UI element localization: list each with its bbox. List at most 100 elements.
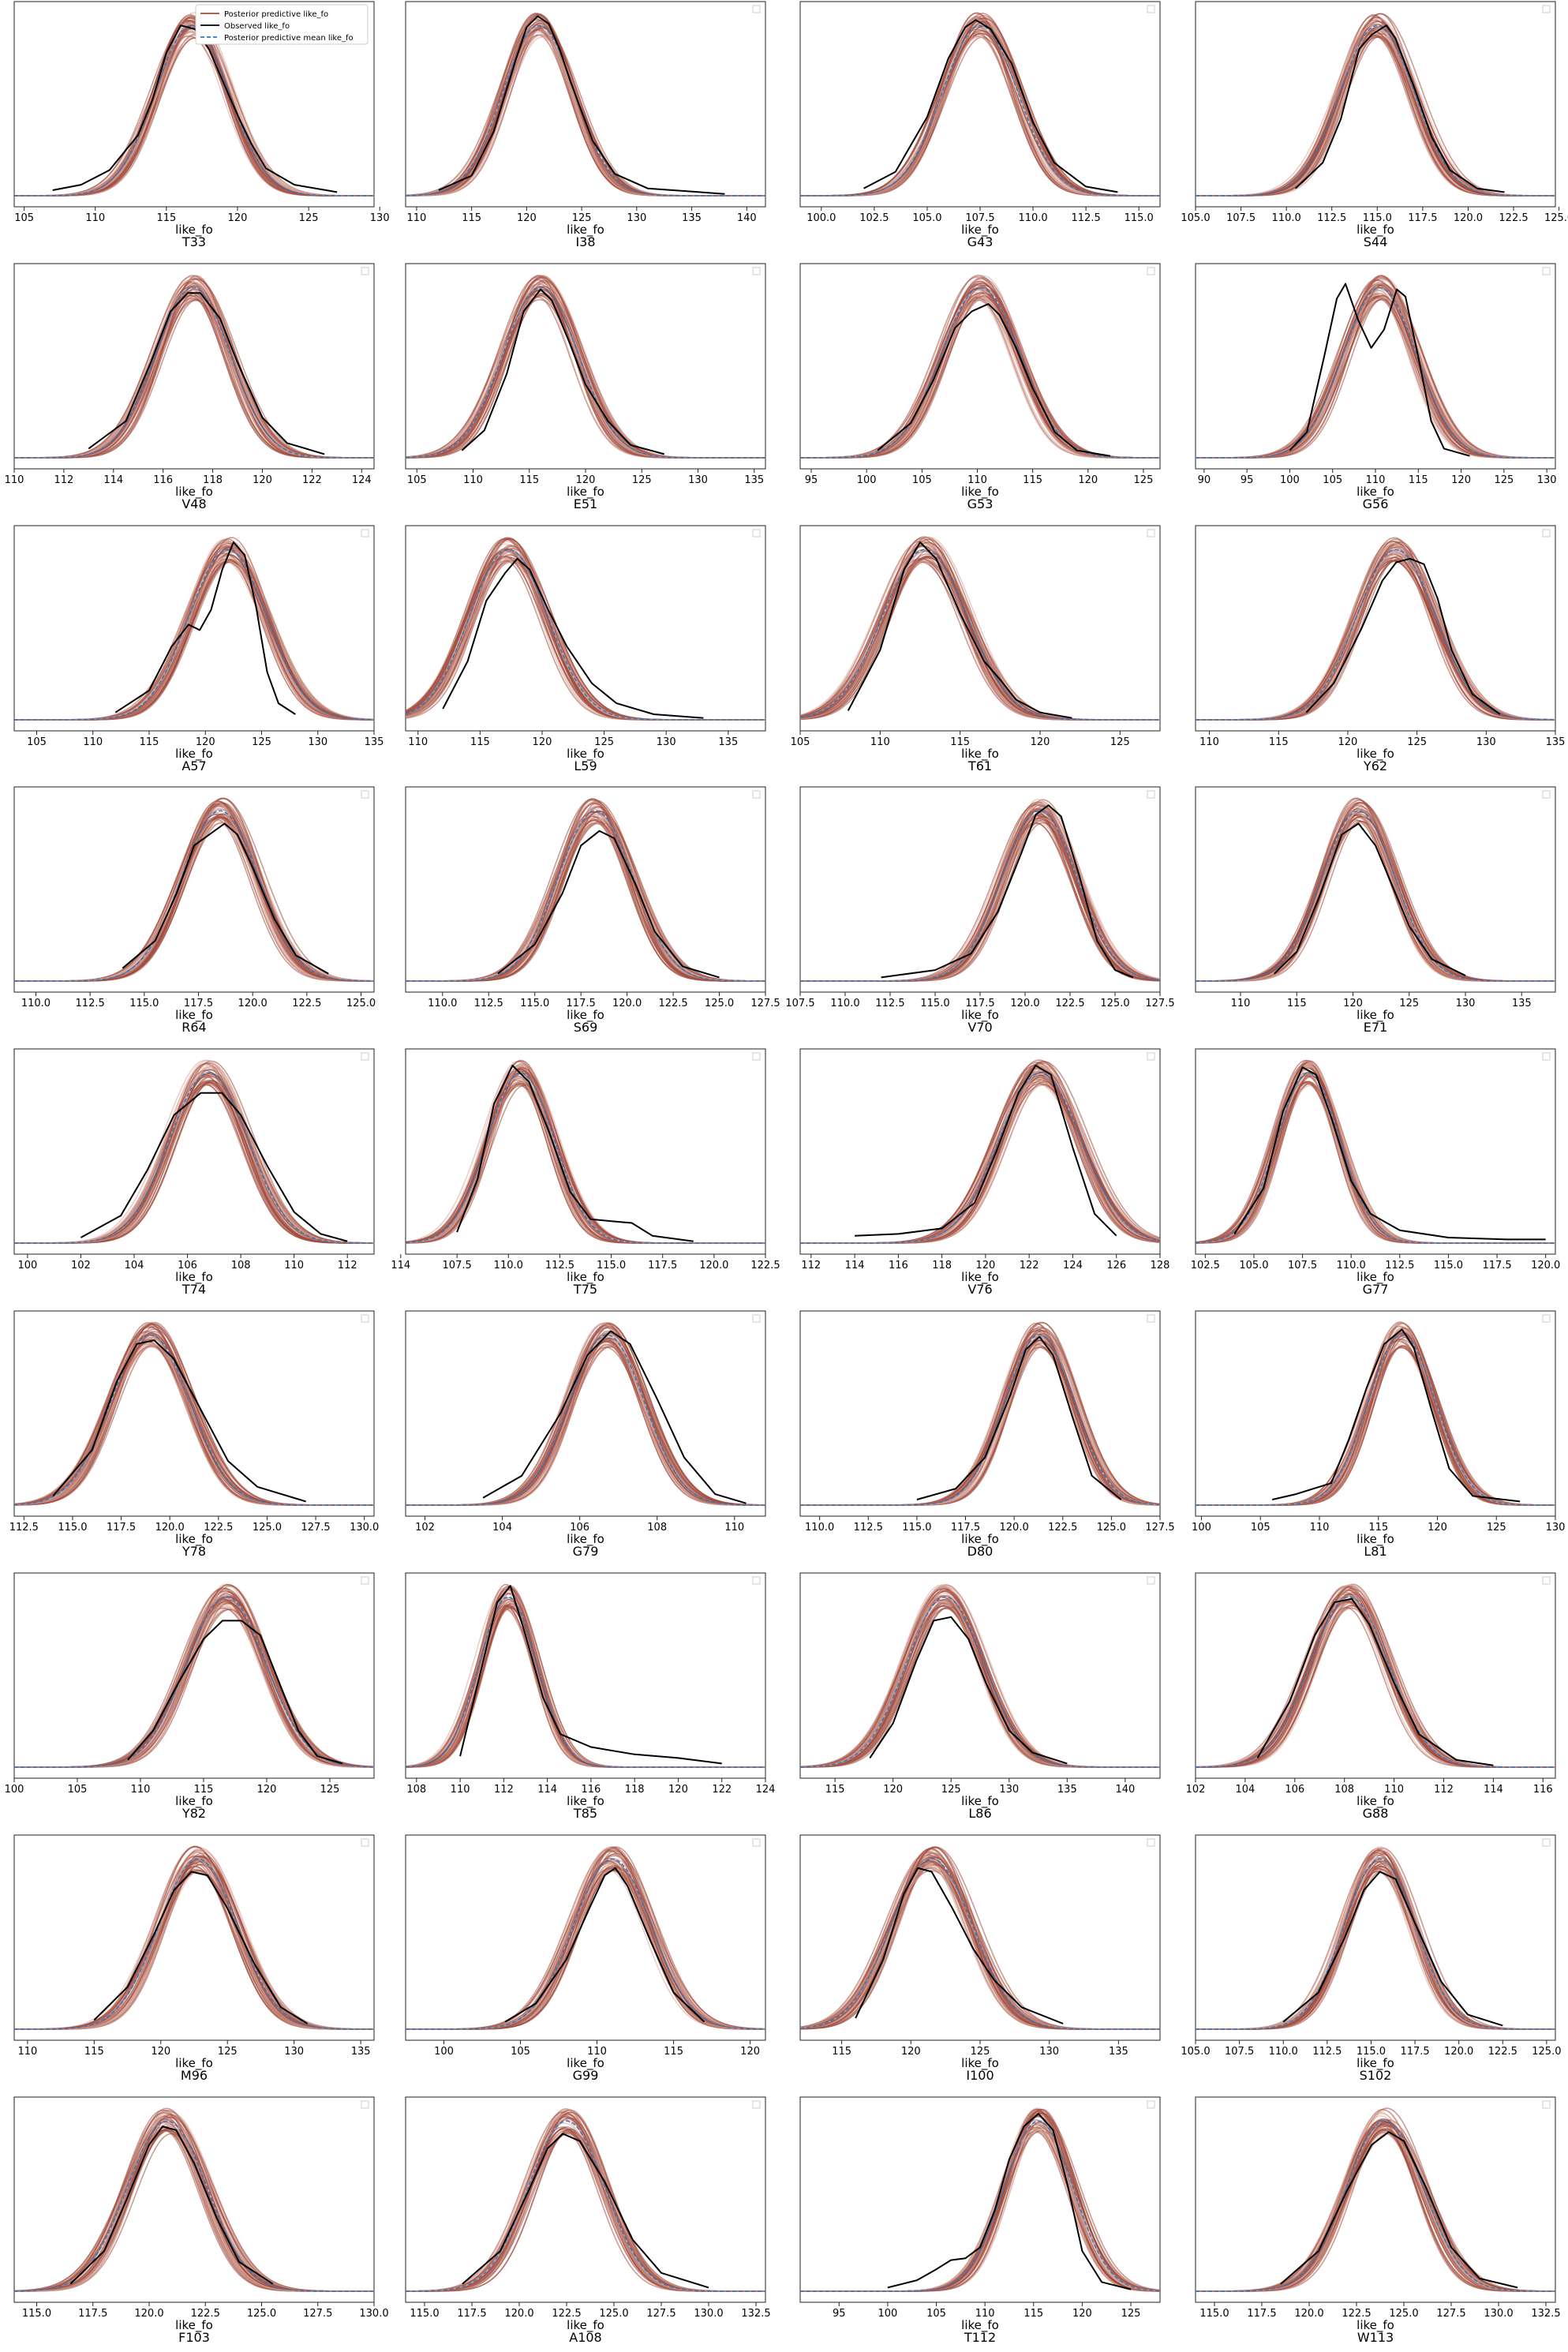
x-tick-label: 105.0: [912, 212, 941, 224]
x-axis-label: like_fo: [1357, 1008, 1394, 1023]
posterior-sample-line: [800, 35, 1160, 197]
x-tick-label: 100: [434, 2046, 454, 2058]
x-tick-label: 125: [1399, 998, 1419, 1009]
panel-w113: 115.0 117.5 120.0 122.5 125.0 127.5 130.0 132.5…: [1195, 2096, 1561, 2345]
x-tick-label: 127.5: [301, 1522, 330, 1534]
plot-area: [800, 1584, 1160, 1768]
observed-line: [482, 1330, 747, 1504]
x-tick-label: 125.0: [247, 2308, 276, 2320]
panel-s102: 105.0 107.5 110.0 112.5 115.0 117.5 120.0 122.5…: [1181, 1834, 1561, 2083]
panel-title: A108: [569, 2330, 601, 2345]
x-tick-label: 125.0: [1389, 2308, 1418, 2320]
posterior-sample-line: [406, 21, 765, 197]
x-tick-label: 115: [140, 736, 159, 748]
legend-box: [1542, 1314, 1551, 1323]
x-axis-label: like_fo: [961, 2318, 999, 2333]
x-tick-label: 122.5: [1499, 212, 1528, 224]
x-tick-label: 100: [1192, 1522, 1211, 1534]
x-tick-label: 117.5: [457, 2308, 486, 2320]
plot-frame: [1195, 1572, 1556, 1779]
x-tick-label: 120.0: [699, 1260, 728, 1272]
x-tick-label: 135: [1512, 998, 1532, 1009]
observed-line: [1289, 283, 1470, 457]
posterior-mean-line: [406, 287, 765, 459]
x-tick-label: 115.0: [22, 2308, 51, 2320]
x-tick-label: 115: [825, 1784, 845, 1796]
legend-observed-label: Observed like_fo: [224, 22, 290, 31]
observed-line: [52, 1339, 306, 1503]
x-tick-label: 115.0: [1357, 2046, 1386, 2058]
plot-frame: [13, 2096, 375, 2303]
panel-title: I38: [575, 234, 595, 249]
x-tick-label: 130: [1039, 2046, 1059, 2058]
observed-line: [497, 830, 720, 979]
legend-box: [752, 529, 761, 537]
plot-area: [406, 1322, 765, 1506]
x-tick-label: 105.0: [1181, 2046, 1210, 2058]
x-tick-label: 135: [1109, 2046, 1128, 2058]
x-tick-label: 105: [791, 736, 810, 748]
x-tick-label: 125: [632, 474, 652, 486]
x-tick-label: 120.0: [238, 998, 268, 1009]
x-axis-label: like_fo: [1357, 485, 1394, 500]
panel-title: G79: [573, 1544, 599, 1559]
plot-area: [14, 1845, 374, 2030]
panel-title: Y62: [1363, 758, 1387, 773]
x-tick-label: 122.5: [1488, 2046, 1517, 2058]
plot-area: [1196, 275, 1555, 459]
plot-area: [1196, 1059, 1555, 1244]
x-tick-label: 130: [999, 1784, 1019, 1796]
x-axis-label: like_fo: [961, 747, 999, 762]
x-tick-label: 130.0: [694, 2308, 723, 2320]
x-tick-label: 117.5: [107, 1522, 136, 1534]
plot-area: [14, 537, 374, 721]
x-tick-label: 127.5: [1145, 998, 1174, 1009]
legend-mean-label: Posterior predictive mean like_fo: [224, 34, 354, 43]
x-tick-label: 110.0: [21, 998, 51, 1009]
panel-s69: 110.0 112.5 115.0 117.5 120.0 122.5 125.0 127.5…: [405, 786, 780, 1035]
x-tick-label: 112: [54, 474, 73, 486]
x-axis-label: like_fo: [961, 1532, 999, 1547]
x-tick-label: 120: [883, 1784, 903, 1796]
x-tick-label: 135: [744, 474, 764, 486]
posterior-mean-line: [1196, 1596, 1555, 1768]
x-tick-label: 115.0: [520, 998, 549, 1009]
x-tick-label: 105: [407, 474, 427, 486]
panel-title: V76: [967, 1282, 992, 1297]
x-tick-label: 114: [103, 474, 123, 486]
legend-box: [361, 1838, 369, 1847]
plot-area: [800, 1059, 1160, 1244]
x-tick-label: 130: [1537, 474, 1557, 486]
x-tick-label: 110: [724, 1522, 744, 1534]
observed-line: [456, 1065, 694, 1242]
x-tick-label: 110: [17, 2046, 37, 2058]
panel-title: E51: [574, 496, 597, 511]
x-tick-label: 130: [1476, 736, 1496, 748]
x-tick-label: 122.5: [191, 2308, 220, 2320]
x-axis-label: like_fo: [1357, 1270, 1394, 1285]
x-tick-label: 130.0: [350, 1522, 379, 1534]
plot-area: [1196, 1321, 1555, 1506]
x-tick-label: 117.5: [648, 1260, 677, 1272]
x-tick-label: 120: [1078, 474, 1098, 486]
x-tick-label: 95: [1241, 474, 1254, 486]
x-tick-label: 117.5: [965, 998, 994, 1009]
x-tick-label: 124: [352, 474, 372, 486]
observed-line: [461, 288, 665, 455]
observed-line: [847, 541, 1072, 719]
observed-line: [462, 2133, 709, 2289]
x-tick-label: 125.0: [253, 1522, 282, 1534]
panel-title: S44: [1364, 234, 1388, 249]
panel-title: T75: [573, 1282, 597, 1297]
x-tick-label: 110: [407, 212, 427, 224]
x-tick-label: 122.5: [204, 1522, 233, 1534]
x-tick-label: 116: [1533, 1784, 1553, 1796]
x-axis-label: like_fo: [961, 1008, 999, 1023]
x-tick-label: 112.5: [854, 1522, 883, 1534]
panel-title: V48: [181, 496, 206, 511]
observed-line: [887, 2113, 1132, 2290]
panel-title: A57: [181, 758, 206, 773]
x-tick-label: 120: [533, 736, 552, 748]
